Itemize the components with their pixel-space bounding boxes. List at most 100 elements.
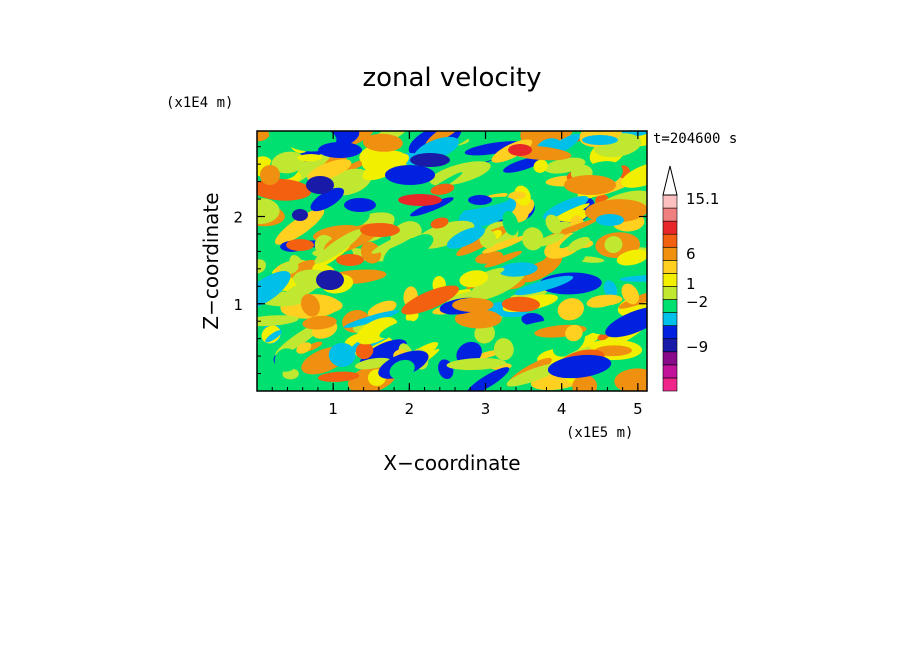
colorbar-band <box>662 220 678 235</box>
field-blob <box>446 226 486 249</box>
field-blob <box>336 254 364 266</box>
field-blob <box>458 197 517 228</box>
field-blob <box>454 309 502 329</box>
field-blob <box>430 217 449 229</box>
colorbar-band <box>662 233 678 248</box>
field-blob <box>257 198 280 225</box>
field-blob <box>410 197 454 217</box>
field-blob <box>360 241 381 264</box>
colorbar-label: 15.1 <box>686 190 719 208</box>
x-tick-label: 1 <box>328 400 338 418</box>
colorbar-extend-arrow <box>662 165 678 196</box>
field-blob <box>286 239 314 251</box>
field-blob <box>362 133 403 152</box>
field-blob <box>459 270 489 288</box>
field-blob <box>484 250 523 268</box>
colorbar-band <box>662 338 678 353</box>
field-blob <box>503 157 543 173</box>
field-blob <box>271 151 306 174</box>
x-tick-label: 3 <box>481 400 491 418</box>
field-blob <box>466 367 510 391</box>
colorbar-band <box>662 194 678 209</box>
colorbar-band <box>662 260 678 274</box>
field-blob <box>344 198 376 212</box>
field-blob <box>549 203 590 224</box>
field-blob <box>547 354 612 379</box>
x-tick-label: 2 <box>405 400 415 418</box>
field-blob <box>564 175 616 195</box>
colorbar-band <box>662 377 678 392</box>
colorbar-band <box>662 207 678 222</box>
field-blob <box>594 345 632 357</box>
field-blob <box>257 131 270 142</box>
field-blob <box>385 165 435 185</box>
x-tick-label: 5 <box>633 400 643 418</box>
field-blob <box>605 306 647 338</box>
field-blob <box>257 259 266 274</box>
field-blob <box>297 154 323 162</box>
chart-title: zonal velocity <box>362 63 541 93</box>
heatmap-field <box>257 131 647 391</box>
field-blob <box>307 159 352 182</box>
field-blob <box>533 159 548 173</box>
y-tick-label: 1 <box>233 296 243 314</box>
field-blob <box>362 153 409 181</box>
field-blob <box>257 271 291 310</box>
field-blob <box>501 296 541 312</box>
x-axis: 1 2 3 4 5 <box>271 131 643 418</box>
field-blob <box>360 223 400 237</box>
field-blob <box>356 317 398 345</box>
field-blob <box>565 324 583 342</box>
field-blob <box>410 153 450 167</box>
field-blob <box>379 320 414 339</box>
y-axis: 12 <box>233 146 647 375</box>
field-blob <box>604 236 623 254</box>
field-blob <box>452 297 494 312</box>
field-blob <box>328 342 356 367</box>
field-blob <box>603 280 618 299</box>
colorbar-band <box>662 325 678 340</box>
field-blob <box>371 228 422 254</box>
field-blob <box>557 298 585 321</box>
field-blob <box>596 214 624 226</box>
field-blob <box>493 338 514 361</box>
field-blob <box>275 208 325 245</box>
field-blob <box>514 275 574 296</box>
colorbar-band <box>662 273 678 287</box>
colorbar-label: −2 <box>686 293 708 311</box>
field-blob <box>588 294 623 306</box>
y-axis-label: Z−coordinate <box>199 192 223 329</box>
field-blob <box>567 236 590 252</box>
field-blob <box>265 330 282 343</box>
field-blob <box>468 195 492 205</box>
field-blob <box>492 287 521 299</box>
colorbar-label: 1 <box>686 275 696 293</box>
colorbar-label: 6 <box>686 245 696 263</box>
field-blob <box>508 191 527 200</box>
colorbar-label: −9 <box>686 338 708 356</box>
field-blob <box>310 187 345 212</box>
field-blob <box>380 184 431 192</box>
field-blob <box>619 275 647 282</box>
field-blob <box>481 235 526 254</box>
field-blob <box>430 183 455 195</box>
field-blob <box>286 259 318 278</box>
field-blob <box>621 283 640 305</box>
colorbar-band <box>662 286 678 300</box>
field-blob <box>260 165 280 185</box>
y-unit-label: (x1E4 m) <box>166 95 233 111</box>
field-blob <box>278 277 323 304</box>
time-label: t=204600 s <box>653 131 737 147</box>
field-blob <box>519 253 563 283</box>
field-blob <box>314 229 363 264</box>
field-blob <box>317 371 360 382</box>
colorbar-band <box>662 299 678 313</box>
colorbar: 15.1 6 1−2 −9 <box>662 165 719 392</box>
field-blob <box>475 251 504 264</box>
x-unit-label: (x1E5 m) <box>566 425 633 441</box>
field-blob <box>318 142 362 158</box>
y-tick-label: 2 <box>233 209 243 227</box>
field-blob <box>614 368 647 391</box>
field-blob <box>582 135 618 145</box>
field-blob <box>542 195 589 220</box>
